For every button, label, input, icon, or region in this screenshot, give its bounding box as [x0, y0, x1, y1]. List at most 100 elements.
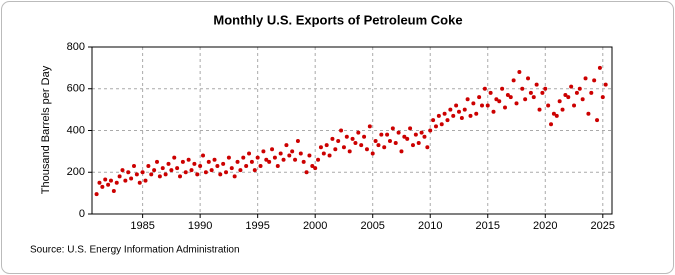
data-point — [229, 166, 234, 171]
data-point — [405, 136, 410, 141]
data-point — [94, 192, 99, 197]
data-point — [373, 138, 378, 143]
data-point — [488, 90, 493, 95]
data-point — [350, 136, 355, 141]
data-point — [433, 124, 438, 129]
data-point — [221, 161, 226, 166]
data-point — [569, 84, 574, 89]
data-point — [178, 174, 183, 179]
data-point — [382, 145, 387, 150]
x-tick-label: 2025 — [591, 220, 615, 232]
data-point — [511, 78, 516, 83]
data-point — [169, 168, 174, 173]
data-point — [344, 134, 349, 139]
data-point — [307, 153, 312, 158]
data-point — [224, 170, 229, 175]
data-point — [298, 151, 303, 156]
data-point — [364, 147, 369, 152]
y-tick-label: 600 — [67, 83, 85, 95]
plot-area — [91, 46, 613, 215]
data-point — [370, 151, 375, 156]
data-point — [324, 143, 329, 148]
data-point — [393, 141, 398, 146]
data-point — [152, 168, 157, 173]
data-point — [244, 163, 249, 168]
data-point — [459, 115, 464, 120]
data-point — [126, 170, 131, 175]
data-point — [255, 155, 260, 160]
data-point — [500, 86, 505, 91]
data-point — [264, 157, 269, 162]
data-point — [209, 168, 214, 173]
data-point — [454, 103, 459, 108]
data-point — [600, 95, 605, 100]
data-point — [215, 163, 220, 168]
data-point — [301, 159, 306, 164]
data-point — [410, 143, 415, 148]
data-point — [540, 90, 545, 95]
data-point — [456, 109, 461, 114]
data-point — [485, 103, 490, 108]
data-point — [270, 147, 275, 152]
data-point — [275, 163, 280, 168]
data-point — [376, 143, 381, 148]
data-point — [428, 128, 433, 133]
data-point — [468, 113, 473, 118]
x-tick-label: 1995 — [245, 220, 269, 232]
data-point — [442, 111, 447, 116]
data-point — [362, 134, 367, 139]
data-point — [261, 149, 266, 154]
x-tick-label: 1985 — [130, 220, 154, 232]
data-point — [379, 132, 384, 137]
data-point — [520, 86, 525, 91]
data-point — [580, 97, 585, 102]
y-tick-label: 0 — [79, 208, 85, 220]
data-point — [321, 151, 326, 156]
data-point — [422, 134, 427, 139]
data-point — [284, 143, 289, 148]
data-point — [206, 159, 211, 164]
data-point — [198, 163, 203, 168]
data-point — [356, 130, 361, 135]
data-point — [155, 159, 159, 164]
data-point — [183, 170, 188, 175]
data-point — [505, 93, 510, 98]
data-point — [310, 163, 315, 168]
y-tick-label: 800 — [67, 41, 85, 53]
data-point — [137, 180, 142, 185]
data-point — [451, 113, 456, 118]
y-tick-label: 400 — [67, 124, 85, 136]
data-point — [526, 76, 531, 81]
data-point — [232, 174, 237, 179]
data-point — [592, 78, 597, 83]
data-point — [480, 103, 484, 108]
data-point — [497, 99, 502, 104]
data-point — [157, 174, 162, 179]
data-point — [226, 155, 231, 160]
data-point — [100, 184, 105, 189]
data-point — [563, 93, 568, 98]
data-point — [293, 157, 298, 162]
data-point — [566, 95, 571, 100]
y-tick-label: 200 — [67, 166, 85, 178]
data-point — [508, 95, 513, 100]
data-point — [272, 155, 277, 160]
data-point — [431, 118, 436, 123]
data-point — [597, 65, 602, 70]
data-point — [290, 149, 295, 154]
data-point — [523, 97, 528, 102]
data-point — [528, 90, 533, 95]
data-point — [252, 168, 257, 173]
data-point — [554, 113, 559, 118]
data-point — [387, 138, 392, 143]
data-point — [330, 136, 335, 141]
data-point — [534, 82, 539, 87]
data-point — [586, 111, 591, 116]
data-point — [560, 107, 565, 112]
data-point — [172, 155, 177, 160]
data-point — [295, 138, 300, 143]
data-point — [439, 122, 444, 127]
data-point — [419, 130, 424, 135]
data-point — [367, 124, 372, 129]
